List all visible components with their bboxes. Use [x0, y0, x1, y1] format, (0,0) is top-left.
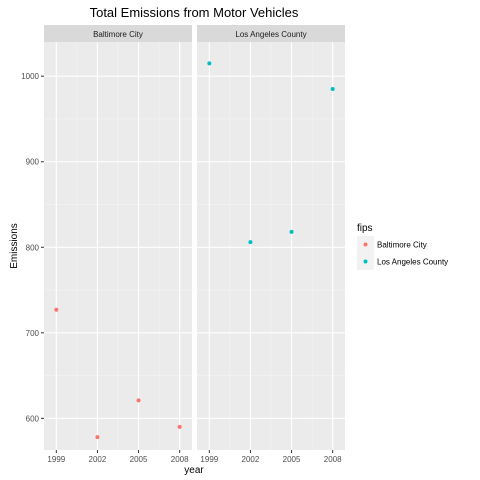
- points-baltimore: [54, 307, 182, 440]
- strip-label-baltimore: Baltimore City: [93, 30, 143, 39]
- y-tick-label: 700: [26, 329, 40, 338]
- strip-los-angeles: [197, 25, 345, 42]
- legend-title: fips: [357, 223, 373, 234]
- gridlines-los-angeles: [197, 42, 345, 450]
- data-point-baltimore-1999: [54, 307, 59, 312]
- gridlines-baltimore: [44, 42, 192, 450]
- strip-label-los-angeles: Los Angeles County: [235, 30, 306, 39]
- y-tick-label: 1000: [21, 72, 39, 81]
- data-point-los-angeles-2002: [248, 240, 253, 245]
- legend-key-point: [363, 259, 368, 264]
- chart-title: Total Emissions from Motor Vehicles: [90, 5, 299, 20]
- y-tick-label: 600: [26, 414, 40, 423]
- legend: fips Baltimore City Los Angeles County: [357, 223, 448, 270]
- data-point-baltimore-2008: [177, 424, 182, 429]
- x-tick-label: 2005: [130, 455, 148, 464]
- y-axis: 600 700 800 900 1000: [21, 72, 44, 423]
- data-point-baltimore-2005: [136, 398, 141, 403]
- x-axis-title: year: [184, 465, 204, 476]
- points-los-angeles: [207, 61, 335, 245]
- legend-key-point: [363, 242, 368, 247]
- data-point-baltimore-2002: [95, 435, 100, 440]
- legend-label: Los Angeles County: [377, 258, 448, 267]
- x-tick-label: 2005: [283, 455, 301, 464]
- y-tick-label: 800: [26, 243, 40, 252]
- data-point-los-angeles-1999: [207, 61, 212, 66]
- x-tick-label: 1999: [47, 455, 65, 464]
- legend-label: Baltimore City: [377, 241, 427, 250]
- x-tick-label: 2008: [171, 455, 189, 464]
- data-point-los-angeles-2005: [289, 229, 294, 234]
- y-axis-title: Emissions: [9, 223, 20, 269]
- data-point-los-angeles-2008: [330, 87, 335, 92]
- strip-baltimore: [44, 25, 192, 42]
- x-tick-label: 2008: [324, 455, 342, 464]
- x-axis: 1999 2002 2005 2008 1999 2002 2005 2008: [47, 450, 342, 464]
- x-tick-label: 2002: [242, 455, 260, 464]
- x-tick-label: 2002: [89, 455, 107, 464]
- y-tick-label: 900: [26, 158, 40, 167]
- x-tick-label: 1999: [200, 455, 218, 464]
